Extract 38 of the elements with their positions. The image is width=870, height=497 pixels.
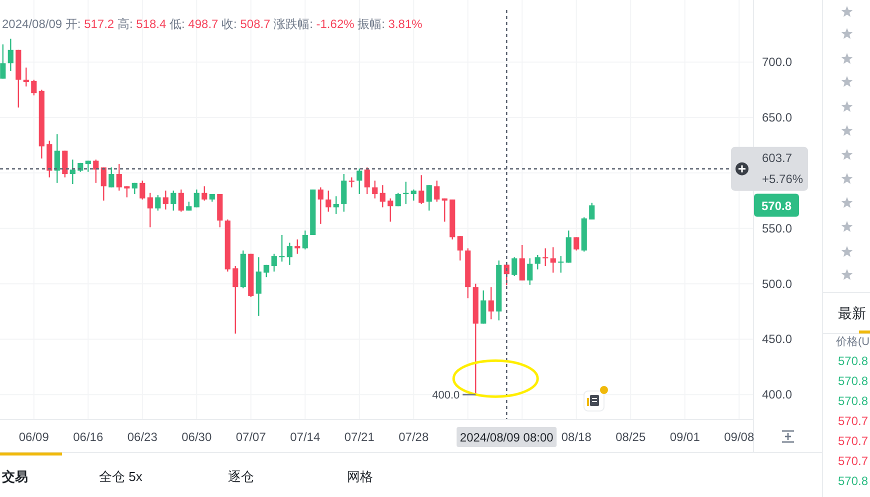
text: 570.8 — [838, 394, 868, 408]
x-tick-label: 09/08 — [724, 430, 754, 444]
x-tick-label: 07/21 — [344, 430, 375, 444]
x-tick-label: 07/14 — [290, 430, 320, 444]
text: 网格 — [347, 469, 373, 484]
text: 570.7 — [838, 454, 868, 468]
text: 570.8 — [838, 374, 868, 388]
low-label: 400.0 — [432, 390, 460, 402]
y-tick-label: 450.0 — [762, 332, 792, 346]
ref-line-label: 603.7 +5.76% — [762, 150, 804, 186]
text: 逐仓 — [228, 469, 254, 484]
x-tick-label: 09/01 — [670, 430, 700, 444]
text: 最新 — [838, 305, 866, 321]
x-tick-label: 06/23 — [127, 430, 158, 444]
x-tick-label: 07/07 — [236, 430, 266, 444]
text: 570.7 — [838, 414, 868, 428]
x-tick-label: 08/18 — [561, 430, 592, 444]
y-tick-label: 500.0 — [762, 276, 792, 291]
text: 全仓 5x — [99, 469, 143, 484]
x-tick-label: 06/09 — [18, 430, 50, 444]
x-tick-label: 06/30 — [182, 430, 212, 444]
text: 570.8 — [838, 474, 868, 488]
y-tick-label: 550.0 — [762, 221, 792, 236]
price-tag: 570.8 — [754, 194, 799, 217]
crosshair-label: 603.7 +5.76% — [731, 146, 808, 191]
text: 570.8 — [838, 354, 868, 368]
text: 570.7 — [838, 434, 868, 448]
y-tick-label: 650.0 — [762, 110, 792, 124]
crosshair-label: 2024/08/09 08:00 — [456, 427, 557, 447]
x-tick-label: 07/28 — [398, 430, 429, 444]
chart-title: 2024/08/09 开: 517.2 高: 518.4 低: 498.7 收: 508.7 涨跌幅: -1.62% 振幅: 3.81% — [2, 17, 422, 31]
y-tick-label: 400.0 — [762, 388, 792, 402]
ref-line-label: 2024/08/09 08:00 — [460, 430, 554, 444]
text: 价格(U — [835, 336, 870, 348]
text: 交易 — [1, 469, 28, 484]
y-tick-label: 700.0 — [762, 55, 792, 70]
x-tick-label: 08/25 — [616, 430, 646, 444]
x-tick-label: 06/16 — [73, 430, 104, 444]
